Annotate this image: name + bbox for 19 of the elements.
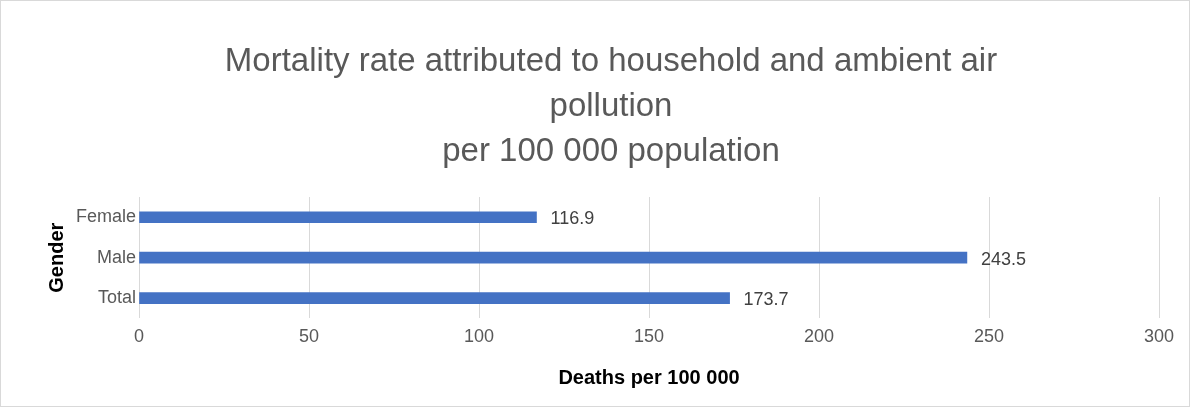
x-tick-label: 100 <box>463 326 495 347</box>
x-tick-label: 150 <box>633 326 665 347</box>
data-label: 243.5 <box>980 248 1026 269</box>
y-tick-label: Female <box>75 206 137 227</box>
y-tick-label: Total <box>97 287 137 308</box>
x-tick-label: 200 <box>803 326 835 347</box>
bar <box>139 251 968 264</box>
x-tick-label: 250 <box>973 326 1005 347</box>
data-label: 116.9 <box>550 208 595 229</box>
y-axis-title: Gender <box>44 222 67 293</box>
x-tick-label: 300 <box>1143 326 1175 347</box>
data-label: 173.7 <box>743 289 789 310</box>
x-tick-label: 0 <box>134 326 145 347</box>
bar <box>139 211 537 224</box>
bar <box>139 292 730 304</box>
x-axis-title: Deaths per 100 000 <box>558 365 740 388</box>
x-tick-label: 50 <box>299 326 320 347</box>
chart-subtitle: per 100 000 population <box>441 130 781 170</box>
y-tick-label: Male <box>97 246 137 267</box>
